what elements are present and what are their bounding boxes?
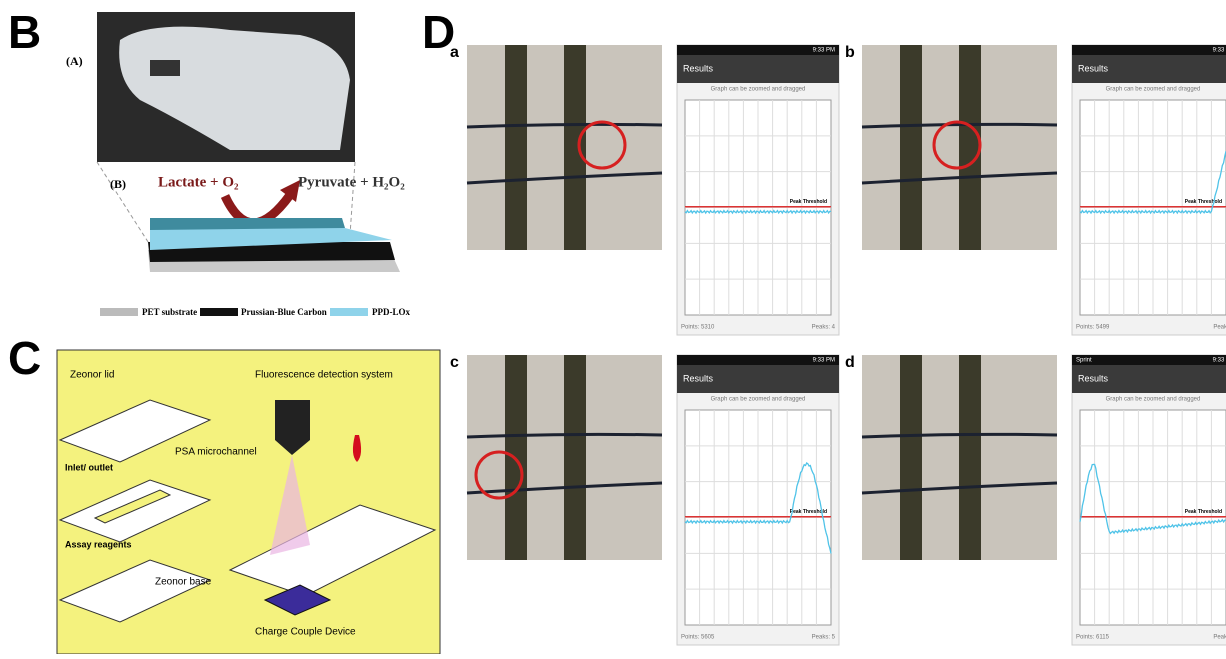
electrode [900,45,922,250]
status-time: 9:33 P [1213,48,1226,54]
app-title: Results [683,373,714,383]
reaction-text: Lactate + O₂ [158,174,239,190]
hint: Graph can be zoomed and dragged [1106,87,1201,93]
label: Assay reagents [65,539,132,549]
peaks-count: Peaks [1213,635,1226,641]
peaks-count: Peaks [1213,325,1226,331]
zoom-line [97,162,150,245]
label: PSA microchannel [175,447,257,458]
status-bar [1072,355,1226,365]
points-count: Points: 6115 [1076,635,1110,641]
sensor [150,60,180,76]
points-count: Points: 5310 [681,325,715,331]
sub-label: d [845,354,855,371]
reaction-text: Pyruvate + H₂O₂ [298,174,405,190]
status-time: 9:33 PM [813,48,835,54]
page: B (A) (B) Lactate + O₂ Pyruvate + H₂O₂ P… [0,0,1226,659]
label: (A) [66,54,83,68]
status-bar [1072,45,1226,55]
label: Zeonor base [155,577,212,588]
legend-swatch [330,308,368,316]
electrode [959,45,981,250]
app-title: Results [1078,63,1109,73]
legend-swatch [200,308,238,316]
electrode [900,355,922,560]
zoom-line [350,162,355,235]
hint: Graph can be zoomed and dragged [711,87,806,93]
electrode [564,45,586,250]
electrode [564,355,586,560]
app-title: Results [1078,373,1109,383]
hint: Graph can be zoomed and dragged [1106,397,1201,403]
electrode [505,45,527,250]
carrier: Sprint [1076,358,1092,364]
legend-text: PPD-LOx [372,307,410,317]
app-title: Results [683,63,714,73]
label: Zeonor lid [70,370,114,381]
electrode [959,355,981,560]
label: Charge Couple Device [255,627,356,638]
legend-text: Prussian-Blue Carbon [241,307,327,317]
threshold-label: Peak Threshold [790,199,827,205]
panel-letter: C [8,332,41,384]
panel-letter: B [8,6,41,58]
figure: B (A) (B) Lactate + O₂ Pyruvate + H₂O₂ P… [0,0,1226,654]
layer-lox-top [150,218,345,230]
status-time: 9:33 P [1213,358,1226,364]
sub-label: c [450,354,459,371]
sub-label: b [845,44,855,61]
peaks-count: Peaks: 5 [812,635,836,641]
legend-swatch [100,308,138,316]
peaks-count: Peaks: 4 [812,325,836,331]
sub-label: a [450,44,459,61]
status-time: 9:33 PM [813,358,835,364]
label: (B) [110,177,126,191]
label: Fluorescence detection system [255,370,393,381]
legend-text: PET substrate [142,307,197,317]
points-count: Points: 5499 [1076,325,1110,331]
points-count: Points: 5605 [681,635,715,641]
threshold-label: Peak Threshold [1185,199,1222,205]
hint: Graph can be zoomed and dragged [711,397,806,403]
threshold-label: Peak Threshold [1185,509,1222,515]
label: Inlet/ outlet [65,462,113,472]
